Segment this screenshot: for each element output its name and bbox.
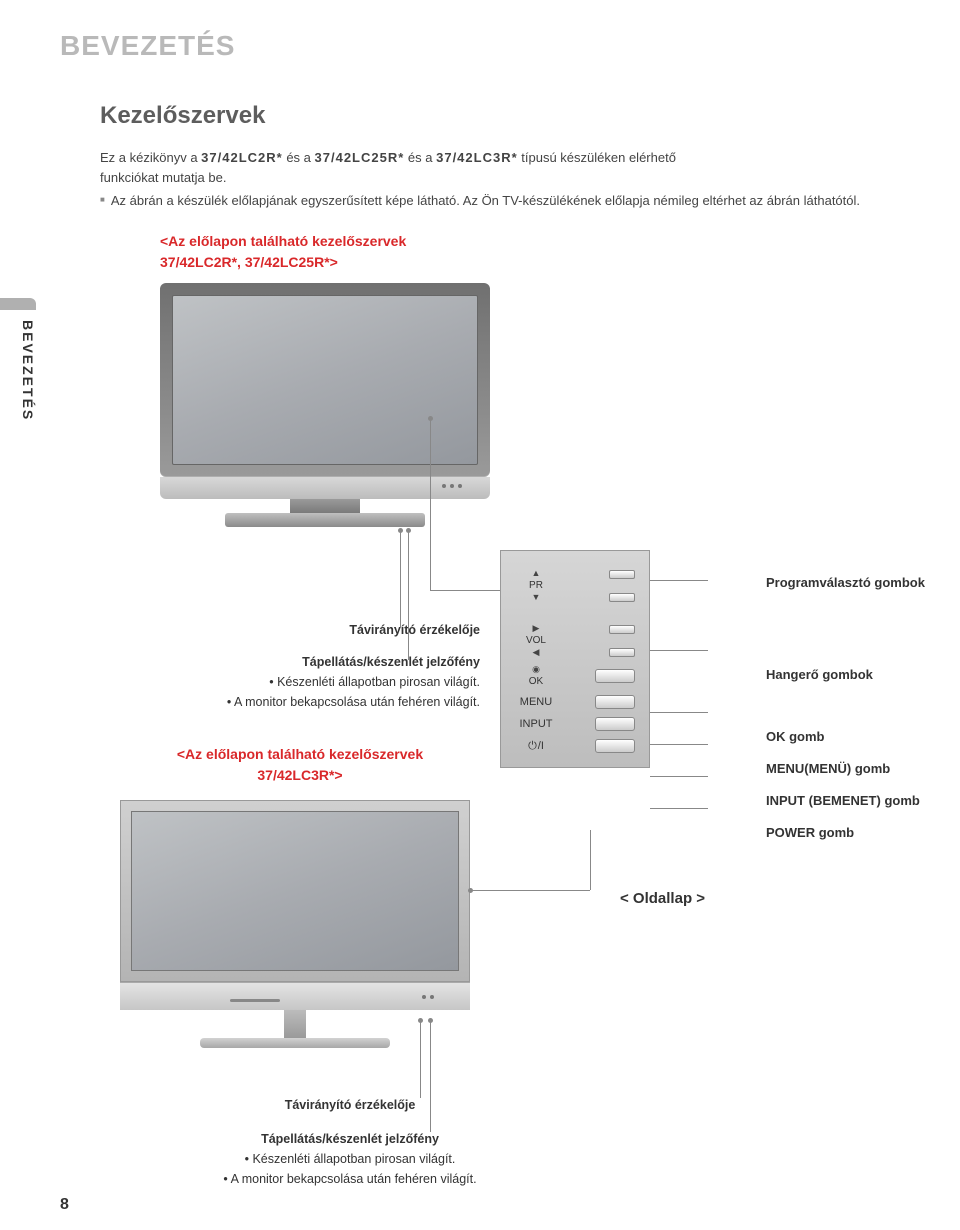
tv2-sensor-dots bbox=[422, 995, 434, 999]
tv2-chin bbox=[120, 982, 470, 1010]
callout-line bbox=[408, 530, 409, 660]
tv1-stand-neck bbox=[290, 499, 360, 513]
power-button-label: POWER gomb bbox=[766, 825, 925, 847]
square-bullet-icon: ■ bbox=[100, 191, 105, 209]
tv1-sensor-dots bbox=[442, 484, 462, 488]
panel-labels: Programválasztó gombok Hangerő gombok OK… bbox=[766, 550, 925, 847]
intro-part: Ez a kézikönyv a bbox=[100, 150, 201, 165]
callout-dot bbox=[406, 528, 411, 533]
pr-label: PR bbox=[529, 580, 543, 591]
caption-1: <Az előlapon található kezelőszervek 37/… bbox=[160, 231, 900, 273]
up-arrow-icon: ▲ bbox=[532, 569, 541, 578]
intro-part: típusú készüléken elérhető bbox=[521, 150, 676, 165]
model-3: 37/42LC3R* bbox=[436, 150, 518, 165]
vol-label: VOL bbox=[526, 635, 546, 646]
callout-dot bbox=[398, 528, 403, 533]
intro-text: Ez a kézikönyv a 37/42LC2R* és a 37/42LC… bbox=[100, 148, 900, 211]
power-icon: ⏻ bbox=[528, 740, 537, 753]
down-arrow-icon: ▼ bbox=[532, 593, 541, 602]
right-arrow-icon: ▶ bbox=[533, 624, 540, 633]
intro-bullet: Az ábrán a készülék előlapjának egyszerű… bbox=[111, 191, 860, 211]
callout-dot bbox=[428, 416, 433, 421]
tv-illustration-1 bbox=[160, 283, 900, 563]
pr-down-button[interactable] bbox=[609, 593, 635, 602]
callout-dot bbox=[428, 1018, 433, 1023]
vol-down-button[interactable] bbox=[609, 648, 635, 657]
power-led-label-2: Tápellátás/készenlét jelzőfény bbox=[200, 1129, 500, 1149]
callout-line bbox=[470, 890, 590, 891]
caption-2: <Az előlapon található kezelőszervek 37/… bbox=[140, 744, 460, 786]
callout-line bbox=[430, 590, 500, 591]
bottom-description: Távirányító érzékelője Tápellátás/készen… bbox=[200, 1095, 500, 1189]
callout-line bbox=[430, 418, 431, 590]
callout-dot bbox=[418, 1018, 423, 1023]
tv2-speaker-slit bbox=[230, 999, 280, 1002]
caption-2b: 37/42LC3R*> bbox=[257, 767, 342, 783]
tv-illustration-2 bbox=[120, 800, 470, 1048]
control-panel: ▲ PR ▼ ▶ VOL ◀ bbox=[500, 550, 650, 768]
standby-text-2: • Készenléti állapotban pirosan világít. bbox=[200, 1149, 500, 1169]
tv1-chin bbox=[160, 477, 490, 499]
tv1-screen bbox=[172, 295, 478, 465]
mid-description: Távirányító érzékelője Tápellátás/készen… bbox=[180, 620, 480, 712]
callout-line bbox=[420, 1020, 421, 1098]
model-2: 37/42LC25R* bbox=[315, 150, 405, 165]
program-buttons-label: Programválasztó gombok bbox=[766, 575, 925, 597]
oldallap-label: < Oldallap > bbox=[620, 890, 705, 907]
page-number: 8 bbox=[60, 1196, 69, 1214]
tv2-stand-base bbox=[200, 1038, 390, 1048]
power-button[interactable] bbox=[595, 739, 635, 753]
control-panel-zone: ▲ PR ▼ ▶ VOL ◀ bbox=[500, 550, 925, 847]
callout-line bbox=[590, 830, 591, 890]
input-button-label: INPUT (BEMENET) gomb bbox=[766, 793, 925, 815]
record-icon: ◉ bbox=[532, 665, 540, 674]
caption-1a: <Az előlapon található kezelőszervek bbox=[160, 233, 406, 249]
intro-part: és a bbox=[408, 150, 436, 165]
standby-text: • Készenléti állapotban pirosan világít. bbox=[180, 672, 480, 692]
power-led-label: Tápellátás/készenlét jelzőfény bbox=[180, 652, 480, 672]
menu-button[interactable] bbox=[595, 695, 635, 709]
menu-button-label: MENU(MENÜ) gomb bbox=[766, 761, 925, 783]
caption-2a: <Az előlapon található kezelőszervek bbox=[177, 746, 423, 762]
remote-sensor-label: Távirányító érzékelője bbox=[180, 620, 480, 640]
remote-sensor-label-2: Távirányító érzékelője bbox=[200, 1095, 500, 1115]
pr-up-button[interactable] bbox=[609, 570, 635, 579]
section-title: Kezelőszervek bbox=[100, 102, 900, 130]
ok-button[interactable] bbox=[595, 669, 635, 683]
left-arrow-icon: ◀ bbox=[533, 648, 540, 657]
volume-buttons-label: Hangerő gombok bbox=[766, 667, 925, 689]
callout-line bbox=[400, 530, 401, 628]
intro-part: és a bbox=[286, 150, 314, 165]
ok-button-label: OK gomb bbox=[766, 729, 925, 751]
page-header: BEVEZETÉS bbox=[60, 30, 900, 62]
vol-up-button[interactable] bbox=[609, 625, 635, 634]
caption-1b: 37/42LC2R*, 37/42LC25R*> bbox=[160, 254, 338, 270]
intro-line2: funkciókat mutatja be. bbox=[100, 168, 900, 188]
input-label: INPUT bbox=[515, 718, 557, 730]
ok-label: OK bbox=[529, 676, 543, 687]
tv2-stand-neck bbox=[284, 1010, 306, 1038]
tv2-screen bbox=[131, 811, 459, 971]
callout-dot bbox=[468, 888, 473, 893]
input-button[interactable] bbox=[595, 717, 635, 731]
tv1-stand-base bbox=[225, 513, 425, 527]
side-tab-label: BEVEZETÉS bbox=[0, 310, 36, 490]
menu-label: MENU bbox=[515, 696, 557, 708]
power-on-text-2: • A monitor bekapcsolása után fehéren vi… bbox=[200, 1169, 500, 1189]
power-label: /I bbox=[538, 740, 544, 752]
power-on-text: • A monitor bekapcsolása után fehéren vi… bbox=[180, 692, 480, 712]
model-1: 37/42LC2R* bbox=[201, 150, 283, 165]
